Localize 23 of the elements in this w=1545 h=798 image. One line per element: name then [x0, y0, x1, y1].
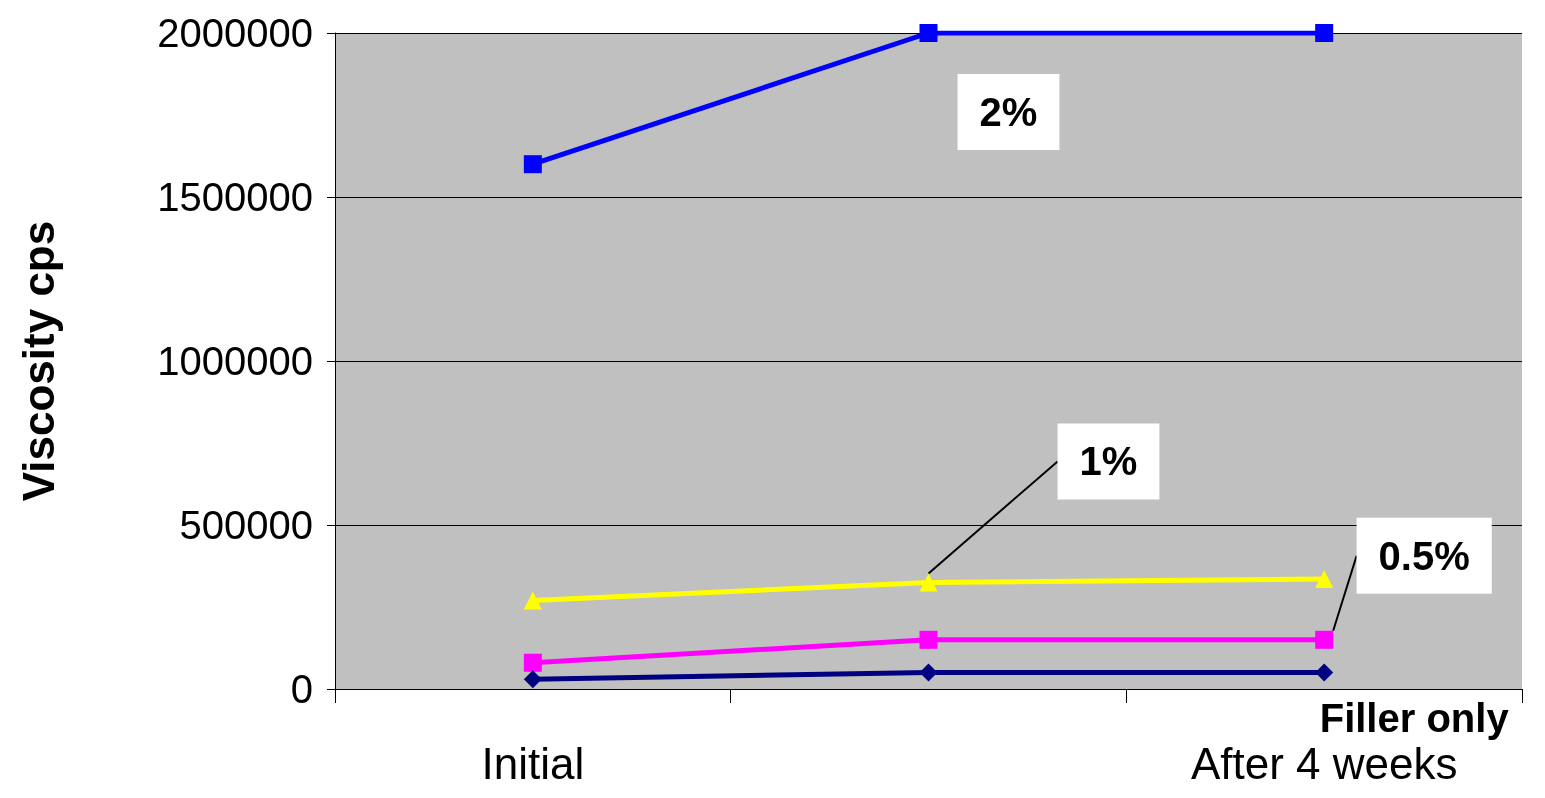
- series-label: 0.5%: [1378, 533, 1470, 578]
- y-tick-label: 2000000: [157, 11, 313, 55]
- point: [1315, 570, 1334, 589]
- point: [523, 155, 542, 174]
- y-tick-label: 500000: [179, 503, 313, 547]
- point: [523, 670, 542, 689]
- series-label: 2%: [979, 90, 1038, 134]
- y-axis-title: Viscosity cps: [13, 220, 63, 502]
- x-tick-label: Initial: [481, 738, 585, 788]
- point: [1315, 630, 1334, 649]
- point: [919, 630, 938, 649]
- y-tick-label: 1500000: [157, 175, 313, 219]
- point: [523, 653, 542, 672]
- x-tick-label: After 4 weeks: [1190, 738, 1458, 788]
- point: [919, 573, 938, 592]
- y-tick-label: 1000000: [157, 339, 313, 383]
- point: [523, 591, 542, 610]
- y-tick-label: 0: [290, 667, 313, 711]
- series-label: Filler only: [1319, 695, 1510, 740]
- point: [1315, 663, 1334, 682]
- point: [1315, 24, 1334, 42]
- point: [919, 24, 938, 42]
- text: 1%: [1079, 439, 1138, 484]
